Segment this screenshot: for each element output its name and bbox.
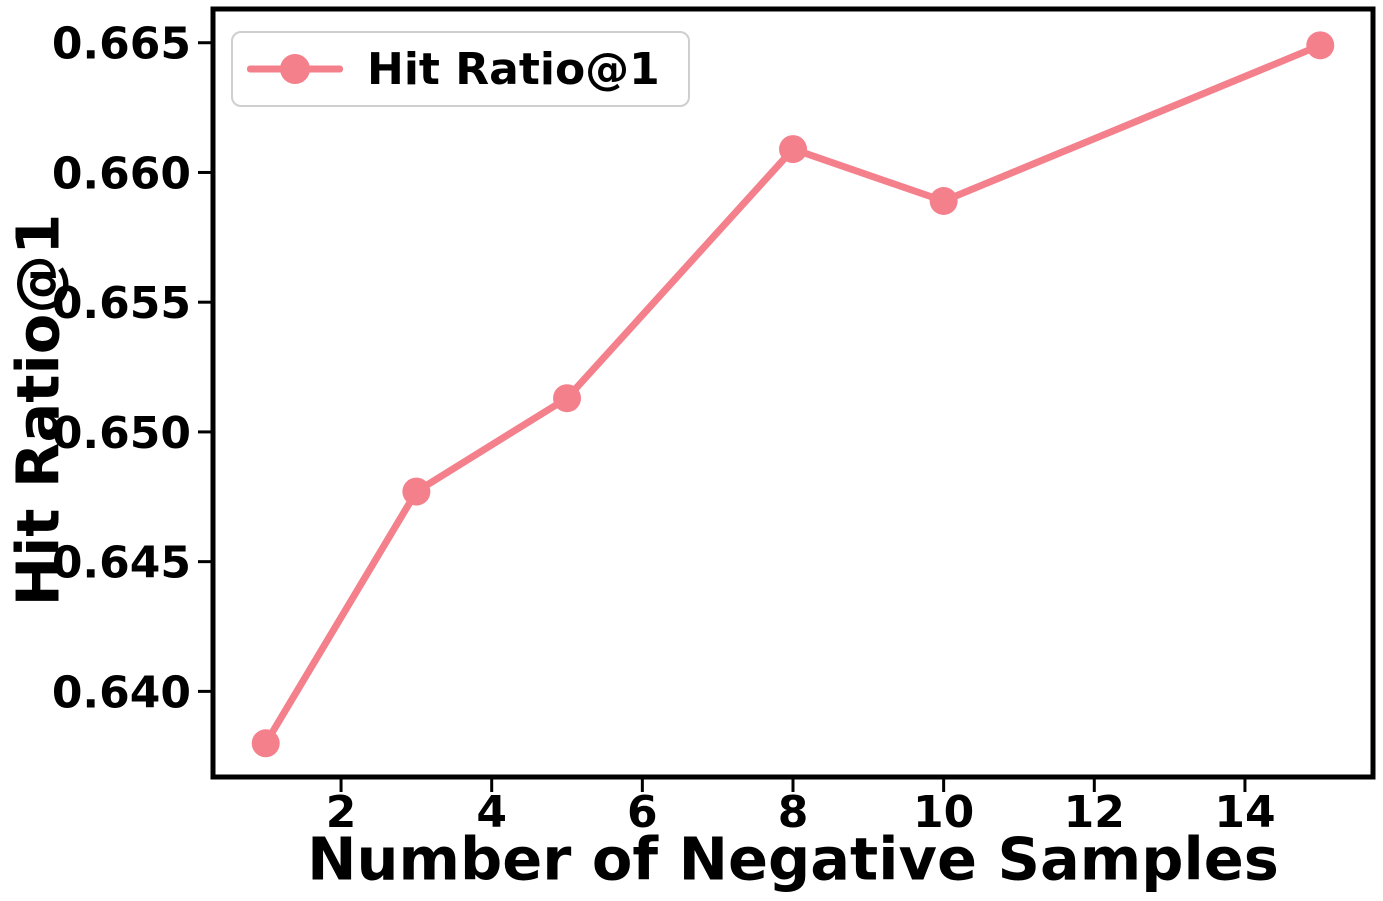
data-point: [929, 187, 958, 215]
y-tick-label: 0.645: [52, 538, 191, 589]
legend: Hit Ratio@1: [231, 31, 690, 107]
x-tick-label: 14: [1214, 787, 1275, 838]
x-tick-label: 12: [1064, 787, 1125, 838]
y-tick-label: 0.640: [52, 667, 191, 718]
legend-line-marker-icon: [247, 53, 343, 85]
data-point: [251, 729, 280, 758]
x-tick-label: 10: [913, 787, 974, 838]
x-tick-label: 4: [476, 787, 507, 838]
y-tick-label: 0.660: [52, 148, 191, 199]
data-line: [262, 41, 1324, 747]
data-point: [779, 135, 807, 164]
x-axis-label: Number of Negative Samples: [307, 824, 1279, 894]
y-tick-label: 0.650: [52, 408, 191, 459]
x-tick-label: 6: [627, 787, 658, 838]
x-tick-label: 2: [326, 787, 357, 838]
data-point: [553, 384, 582, 413]
legend-label: Hit Ratio@1: [367, 43, 660, 95]
y-tick-label: 0.655: [52, 278, 191, 329]
data-point: [402, 477, 431, 506]
plot-frame: [210, 6, 1376, 780]
y-axis-label: Hit Ratio@1: [3, 213, 73, 607]
y-tick-label: 0.665: [52, 19, 191, 70]
data-point: [1306, 31, 1335, 60]
legend-marker-dot: [280, 54, 310, 84]
x-tick-label: 8: [778, 787, 809, 838]
